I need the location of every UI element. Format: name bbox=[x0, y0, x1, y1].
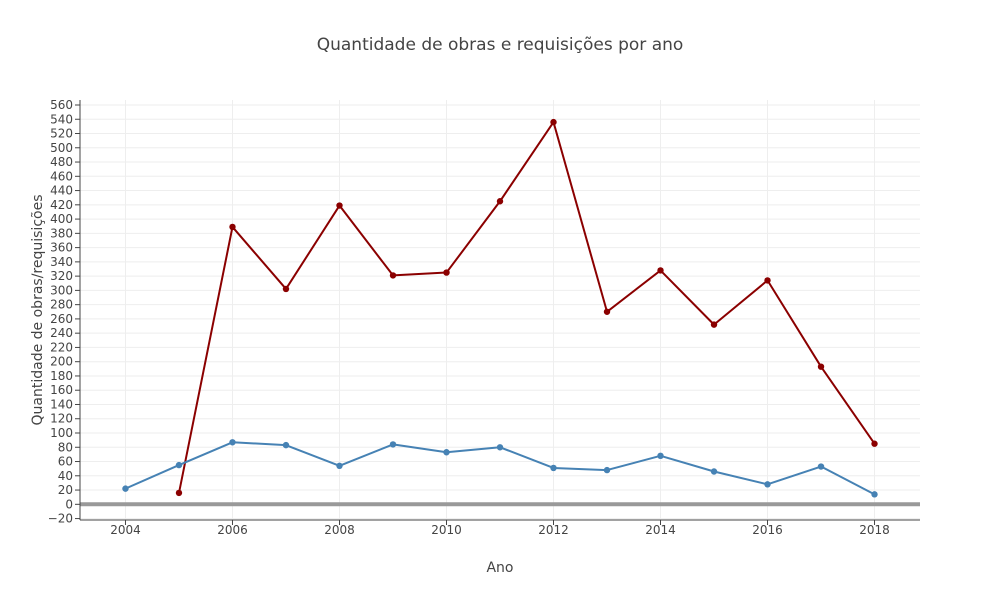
y-tick-label: 240 bbox=[50, 326, 73, 340]
y-tick-label: 540 bbox=[50, 112, 73, 126]
x-tick-label: 2018 bbox=[859, 523, 890, 537]
series-2-point[interactable] bbox=[710, 468, 718, 475]
series-2-point[interactable] bbox=[443, 449, 450, 456]
y-tick-label: 20 bbox=[58, 483, 73, 497]
y-tick-label: 120 bbox=[50, 412, 73, 426]
series-2-point[interactable] bbox=[229, 439, 236, 446]
y-tick-label: 500 bbox=[50, 141, 73, 155]
series-2-point[interactable] bbox=[122, 485, 129, 492]
series-1-point[interactable] bbox=[764, 277, 771, 284]
y-tick-label: 360 bbox=[50, 241, 73, 255]
y-tick-label: 320 bbox=[50, 269, 73, 283]
y-tick-label: 100 bbox=[50, 426, 73, 440]
y-tick-label: 480 bbox=[50, 155, 73, 169]
y-tick-label: −20 bbox=[48, 512, 73, 526]
series-2-point[interactable] bbox=[389, 441, 397, 448]
x-tick-label: 2008 bbox=[324, 523, 355, 537]
y-tick-label: 460 bbox=[50, 169, 73, 183]
y-tick-label: 140 bbox=[50, 397, 73, 411]
series-2-point[interactable] bbox=[817, 463, 825, 470]
y-tick-label: 420 bbox=[50, 198, 73, 212]
series-2-point[interactable] bbox=[764, 481, 771, 488]
x-tick-label: 2016 bbox=[752, 523, 783, 537]
y-tick-label: 40 bbox=[58, 469, 73, 483]
y-tick-label: 400 bbox=[50, 212, 73, 226]
y-tick-label: 200 bbox=[50, 355, 73, 369]
y-tick-label: 60 bbox=[58, 455, 73, 469]
series-1-point[interactable] bbox=[710, 321, 718, 328]
y-tick-label: 180 bbox=[50, 369, 73, 383]
x-tick-label: 2004 bbox=[110, 523, 141, 537]
series-2-point[interactable] bbox=[282, 441, 290, 449]
series-2-point[interactable] bbox=[550, 464, 557, 472]
series-2-point[interactable] bbox=[657, 452, 664, 460]
x-tick-label: 2010 bbox=[431, 523, 462, 537]
y-tick-label: 340 bbox=[50, 255, 73, 269]
series-2-point[interactable] bbox=[336, 462, 343, 470]
series-line-1 bbox=[177, 121, 876, 494]
y-tick-label: 280 bbox=[50, 298, 73, 312]
series-2-point[interactable] bbox=[175, 461, 183, 469]
axes: 2004 2006 2008 2010 2012 2014 2016 2018−2002040… bbox=[48, 98, 920, 537]
series-1-point[interactable] bbox=[550, 118, 557, 126]
plot-area bbox=[122, 118, 878, 498]
series-1-point[interactable] bbox=[817, 363, 825, 370]
grid bbox=[80, 100, 920, 520]
chart-title: Quantidade de obras e requisições por an… bbox=[317, 35, 684, 55]
series-1-point[interactable] bbox=[871, 440, 878, 447]
series-1-point[interactable] bbox=[175, 489, 183, 497]
series-2-point[interactable] bbox=[603, 466, 611, 474]
series-1-point[interactable] bbox=[229, 223, 236, 231]
x-tick-label: 2012 bbox=[538, 523, 569, 537]
series-1-point[interactable] bbox=[443, 269, 450, 276]
series-1-point[interactable] bbox=[282, 285, 290, 293]
series-1-point[interactable] bbox=[496, 198, 504, 205]
y-axis-title: Quantidade de obras/requisições bbox=[30, 195, 46, 426]
series-1-point[interactable] bbox=[603, 308, 611, 315]
series-1-point[interactable] bbox=[657, 267, 664, 274]
y-tick-label: 300 bbox=[50, 283, 73, 297]
x-tick-label: 2014 bbox=[645, 523, 676, 537]
y-tick-label: 80 bbox=[58, 440, 73, 454]
y-tick-label: 260 bbox=[50, 312, 73, 326]
series-1-point[interactable] bbox=[389, 272, 397, 279]
x-axis-title: Ano bbox=[486, 560, 513, 576]
series-2-point[interactable] bbox=[871, 491, 878, 498]
x-tick-label: 2006 bbox=[217, 523, 248, 537]
series-1-point[interactable] bbox=[336, 202, 343, 209]
y-tick-label: 440 bbox=[50, 184, 73, 198]
y-tick-label: 220 bbox=[50, 340, 73, 354]
y-tick-label: 520 bbox=[50, 127, 73, 141]
series-2-point[interactable] bbox=[496, 444, 504, 451]
y-tick-label: 380 bbox=[50, 226, 73, 240]
y-tick-label: 560 bbox=[50, 98, 73, 112]
y-tick-label: 0 bbox=[65, 497, 73, 511]
y-tick-label: 160 bbox=[50, 383, 73, 397]
